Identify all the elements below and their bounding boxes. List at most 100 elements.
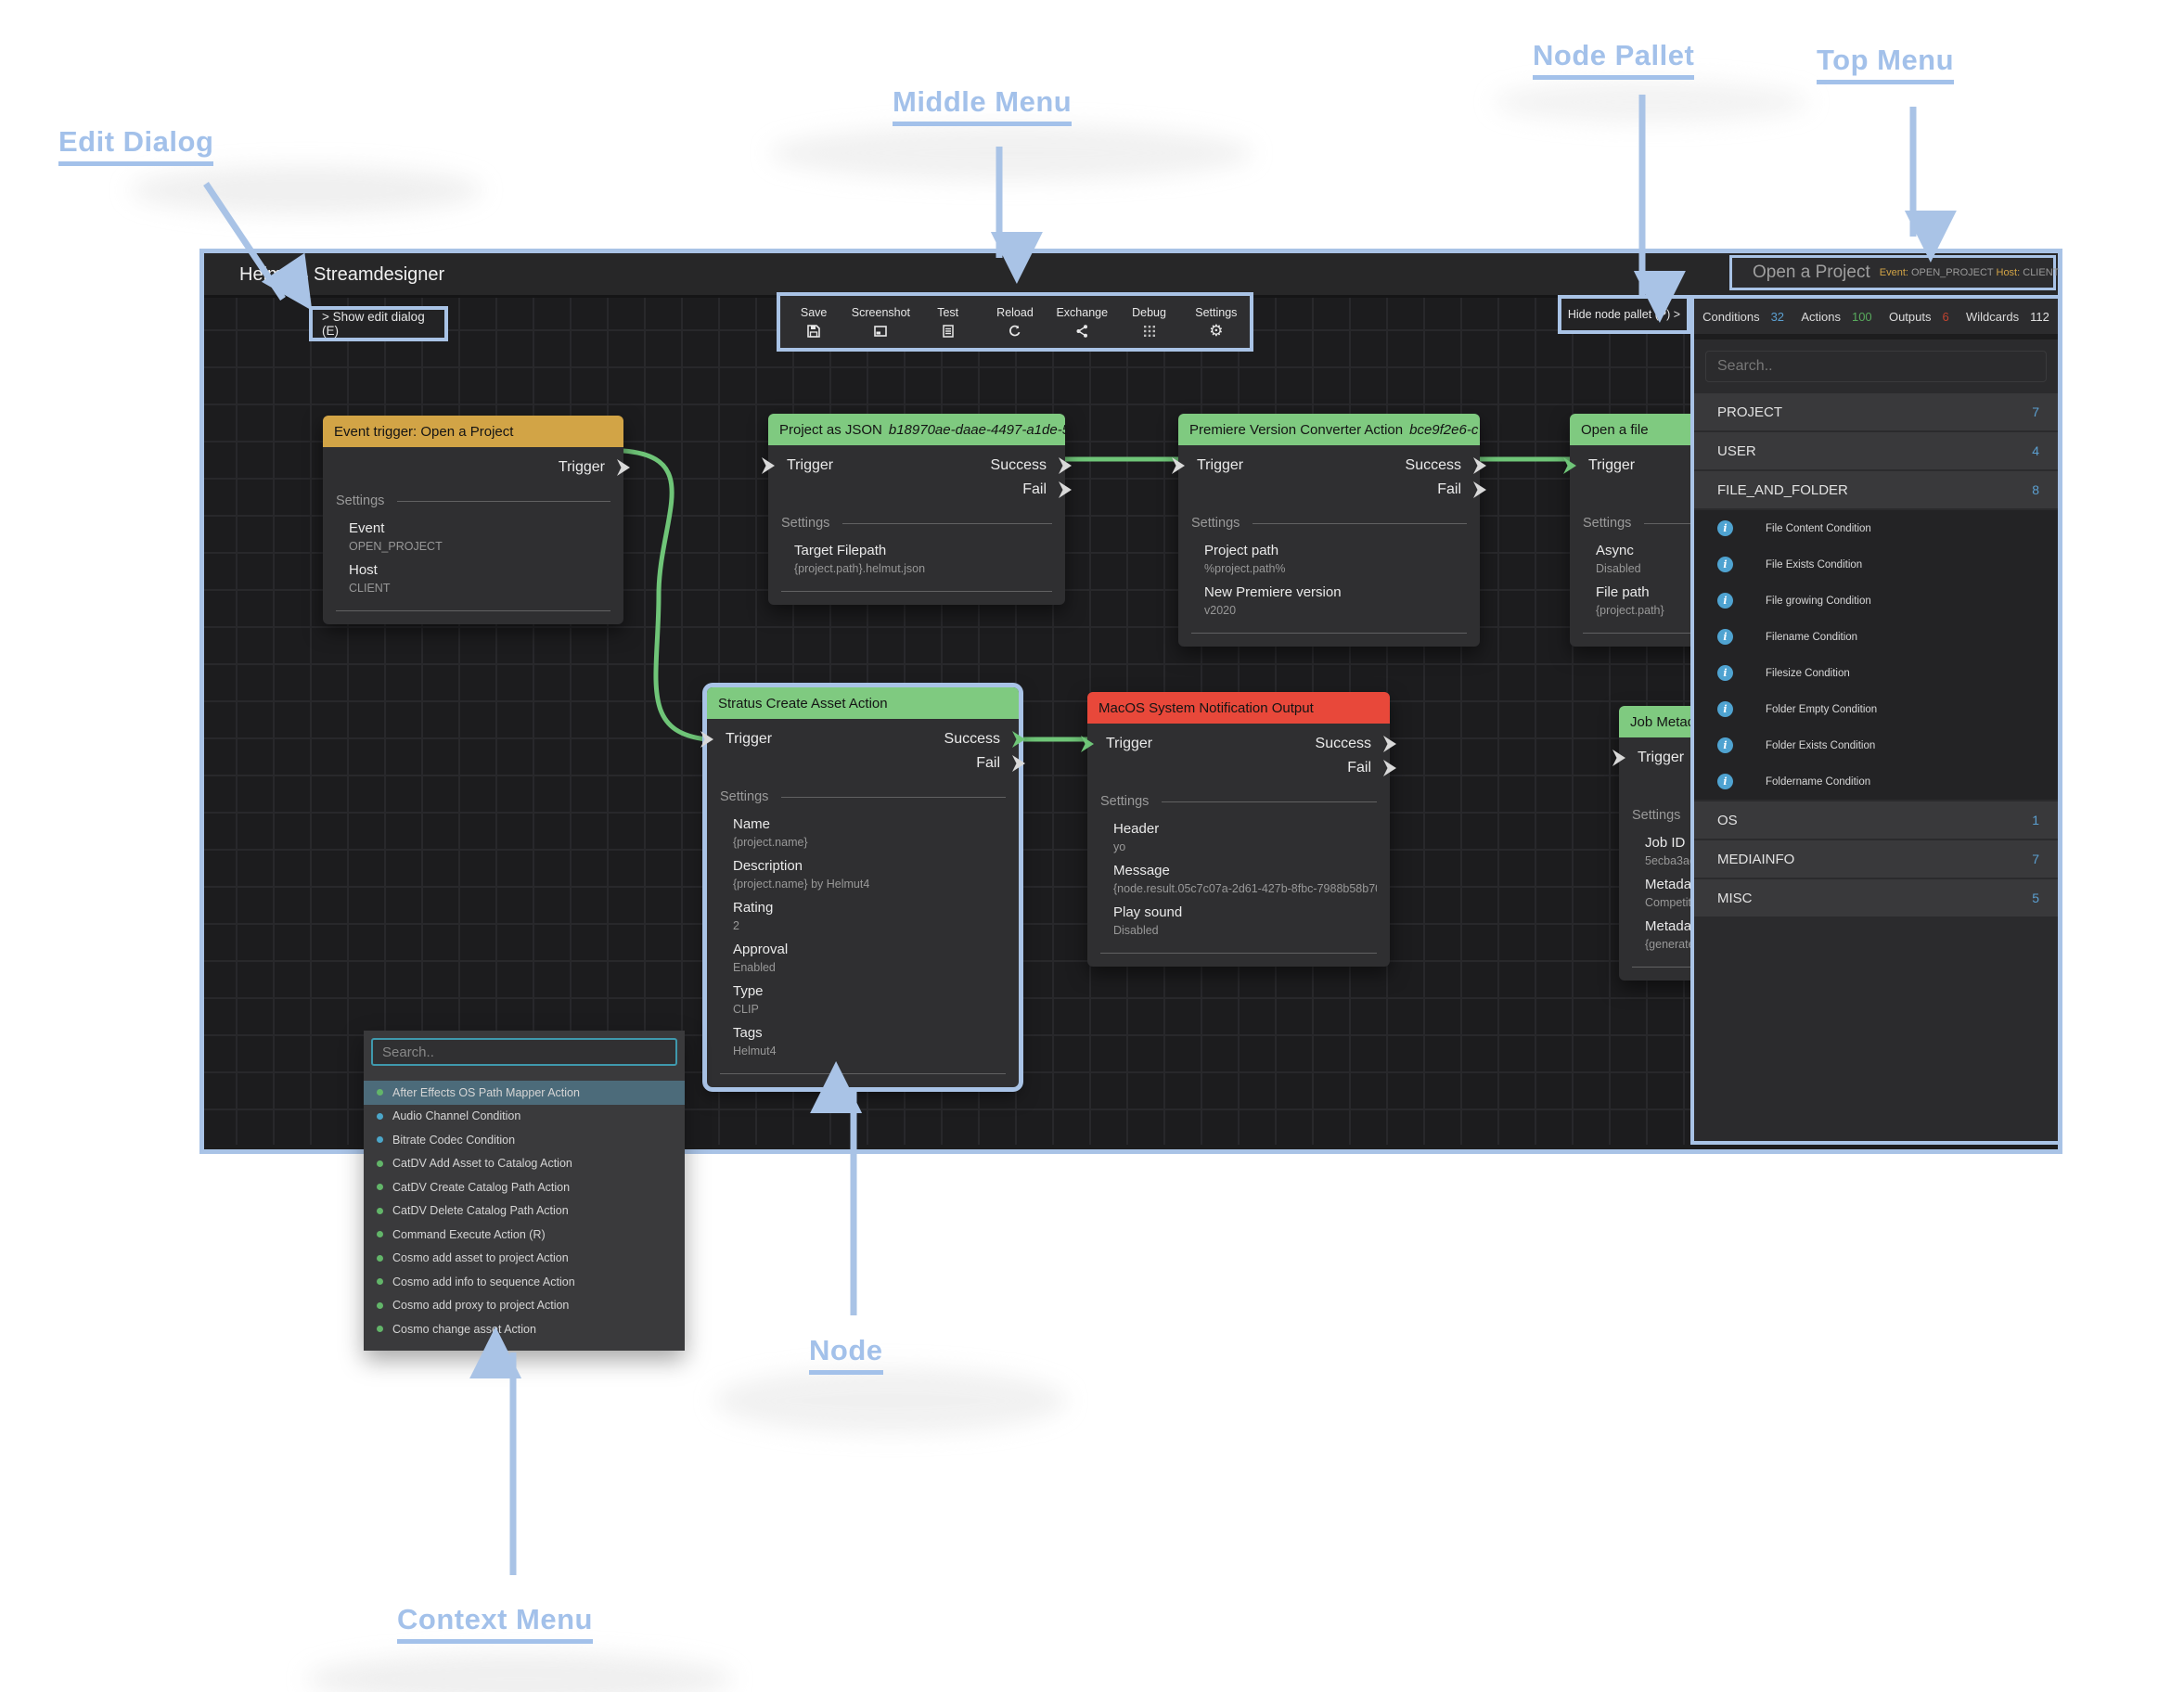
top-menu-stream[interactable]: Open a Project Event: OPEN_PROJECT Host:… bbox=[1729, 255, 2059, 290]
annotation-middle-menu: Middle Menu bbox=[893, 85, 1073, 126]
port-input-trigger[interactable]: Trigger bbox=[1171, 456, 1243, 475]
port-arrow-icon bbox=[1383, 760, 1396, 776]
port-input-trigger[interactable]: Trigger bbox=[1562, 456, 1635, 475]
info-icon: i bbox=[1717, 520, 1733, 536]
port-output-success[interactable]: Success bbox=[944, 730, 1026, 749]
title-bar: Helmut4 Streamdesigner Open a Project Ev… bbox=[204, 253, 2059, 298]
action-dot-icon bbox=[377, 1254, 383, 1262]
node-premiere-version-converter[interactable]: Premiere Version Converter Action bce9f2e… bbox=[1172, 414, 1486, 647]
port-output-success[interactable]: Success bbox=[991, 456, 1073, 475]
node-header: Premiere Version Converter Action bce9f2e… bbox=[1178, 414, 1480, 445]
setting-field: File path {project.path} bbox=[1596, 584, 1664, 617]
port-arrow-icon bbox=[617, 459, 630, 476]
settings-button[interactable]: Settings ⚙ bbox=[1195, 305, 1238, 340]
node-macos-notification[interactable]: MacOS System Notification Output Trigger… bbox=[1081, 692, 1396, 967]
annotation-context-menu: Context Menu bbox=[397, 1603, 593, 1644]
port-output-fail[interactable]: Fail bbox=[1022, 481, 1073, 499]
settings-heading: Settings bbox=[1100, 794, 1150, 809]
node-canvas[interactable]: > Show edit dialog (E) Save Screenshot T… bbox=[204, 292, 2062, 1351]
debug-icon bbox=[1143, 325, 1155, 337]
screenshot-button[interactable]: Screenshot bbox=[847, 296, 914, 348]
list-item[interactable]: i File growing Condition bbox=[1694, 583, 2058, 619]
setting-field: Host CLIENT bbox=[349, 562, 391, 595]
info-icon: i bbox=[1717, 665, 1733, 681]
context-menu-item[interactable]: Command Execute Action (R) bbox=[364, 1223, 685, 1247]
annotation-node-pallet: Node Pallet bbox=[1533, 39, 1695, 80]
setting-field: Play sound Disabled bbox=[1113, 904, 1183, 937]
setting-field: Message {node.result.05c7c07a-2d61-427b-… bbox=[1113, 863, 1377, 895]
pallet-section-project[interactable]: PROJECT 7 bbox=[1694, 393, 2058, 430]
pallet-section-user[interactable]: USER 4 bbox=[1694, 432, 2058, 469]
port-input-trigger[interactable]: Trigger bbox=[761, 456, 833, 475]
debug-button[interactable]: Debug bbox=[1115, 296, 1182, 348]
setting-field: Description {project.name} by Helmut4 bbox=[733, 858, 870, 891]
action-dot-icon bbox=[377, 1160, 383, 1167]
info-icon: i bbox=[1717, 593, 1733, 609]
outputs-count: Outputs 6 bbox=[1888, 309, 1949, 324]
context-menu-item[interactable]: CatDV Delete Catalog Path Action bbox=[364, 1199, 685, 1224]
node-stratus-create-asset[interactable]: Stratus Create Asset Action Trigger Succ… bbox=[700, 687, 1025, 1087]
node-project-as-json[interactable]: Project as JSON b18970ae-daae-4497-a1de-5… bbox=[762, 414, 1072, 605]
context-menu-item[interactable]: Audio Channel Condition bbox=[364, 1105, 685, 1129]
context-menu-search-input[interactable] bbox=[371, 1038, 677, 1066]
port-arrow-icon bbox=[1012, 731, 1025, 748]
test-button[interactable]: Test bbox=[915, 296, 982, 348]
screenshot-icon bbox=[874, 325, 888, 337]
node-header: MacOS System Notification Output bbox=[1087, 692, 1390, 724]
port-output-success[interactable]: Success bbox=[1316, 735, 1397, 753]
context-menu-item[interactable]: After Effects OS Path Mapper Action bbox=[364, 1081, 685, 1105]
node-header: Event trigger: Open a Project bbox=[323, 416, 623, 447]
port-output-fail[interactable]: Fail bbox=[1347, 759, 1397, 777]
exchange-button[interactable]: Exchange bbox=[1048, 296, 1115, 348]
node-event-trigger[interactable]: Event trigger: Open a Project Trigger Se… bbox=[323, 416, 630, 624]
save-button[interactable]: Save bbox=[780, 296, 847, 348]
port-output-fail[interactable]: Fail bbox=[976, 754, 1026, 773]
port-arrow-icon bbox=[1473, 457, 1486, 474]
pallet-search-input[interactable] bbox=[1705, 351, 2047, 382]
port-arrow-icon bbox=[1563, 457, 1576, 474]
action-dot-icon bbox=[377, 1207, 383, 1214]
context-menu-item[interactable]: CatDV Create Catalog Path Action bbox=[364, 1175, 685, 1199]
port-input-trigger[interactable]: Trigger bbox=[700, 730, 772, 749]
pallet-section-misc[interactable]: MISC 5 bbox=[1694, 879, 2058, 916]
pallet-section-file-and-folder[interactable]: FILE_AND_FOLDER 8 bbox=[1694, 471, 2058, 508]
list-item[interactable]: i Folder Empty Condition bbox=[1694, 691, 2058, 727]
context-menu-item[interactable]: CatDV Add Asset to Catalog Action bbox=[364, 1152, 685, 1176]
action-dot-icon bbox=[377, 1278, 383, 1286]
node-header: Project as JSON b18970ae-daae-4497-a1de-5… bbox=[768, 414, 1065, 445]
context-menu-item[interactable]: Cosmo add info to sequence Action bbox=[364, 1270, 685, 1294]
context-menu-item[interactable]: Cosmo change asset Action bbox=[364, 1317, 685, 1341]
port-input-trigger[interactable]: Trigger bbox=[1080, 735, 1152, 753]
show-edit-dialog-button[interactable]: > Show edit dialog (E) bbox=[309, 306, 448, 341]
wildcards-count: Wildcards 112 bbox=[1966, 309, 2049, 324]
action-dot-icon bbox=[377, 1326, 383, 1333]
pallet-section-mediainfo[interactable]: MEDIAINFO 7 bbox=[1694, 840, 2058, 878]
port-input-trigger[interactable]: Trigger bbox=[1612, 749, 1684, 767]
app-window: Helmut4 Streamdesigner Open a Project Ev… bbox=[199, 249, 2062, 1351]
hide-node-pallet-button[interactable]: Hide node pallet (P) > bbox=[1558, 295, 1690, 334]
settings-icon: ⚙ bbox=[1209, 321, 1224, 340]
list-item[interactable]: i File Content Condition bbox=[1694, 510, 2058, 546]
port-arrow-icon bbox=[1172, 457, 1185, 474]
list-item[interactable]: i Filesize Condition bbox=[1694, 655, 2058, 691]
list-item[interactable]: i Folder Exists Condition bbox=[1694, 727, 2058, 763]
list-item[interactable]: i Filename Condition bbox=[1694, 619, 2058, 655]
port-output-success[interactable]: Success bbox=[1406, 456, 1487, 475]
app-title: Helmut4 Streamdesigner bbox=[239, 264, 445, 285]
list-item[interactable]: i Foldername Condition bbox=[1694, 763, 2058, 800]
setting-field: Project path %project.path% bbox=[1204, 543, 1286, 575]
event-value: OPEN_PROJECT bbox=[1911, 267, 1994, 278]
pallet-section-os[interactable]: OS 1 bbox=[1694, 801, 2058, 839]
port-arrow-icon bbox=[1059, 481, 1072, 498]
context-menu-item[interactable]: Cosmo add asset to project Action bbox=[364, 1247, 685, 1271]
list-item[interactable]: i File Exists Condition bbox=[1694, 546, 2058, 583]
port-output-fail[interactable]: Fail bbox=[1437, 481, 1487, 499]
reload-button[interactable]: Reload bbox=[982, 296, 1048, 348]
port-output-trigger[interactable]: Trigger bbox=[559, 458, 631, 477]
settings-heading: Settings bbox=[1191, 516, 1240, 531]
pallet-item-list: i File Content Condition i File Exists Con… bbox=[1694, 510, 2058, 800]
context-menu-item[interactable]: Cosmo add proxy to project Action bbox=[364, 1294, 685, 1318]
actions-count: Actions 100 bbox=[1801, 309, 1872, 324]
action-dot-icon bbox=[377, 1184, 383, 1191]
context-menu-item[interactable]: Bitrate Codec Condition bbox=[364, 1128, 685, 1152]
